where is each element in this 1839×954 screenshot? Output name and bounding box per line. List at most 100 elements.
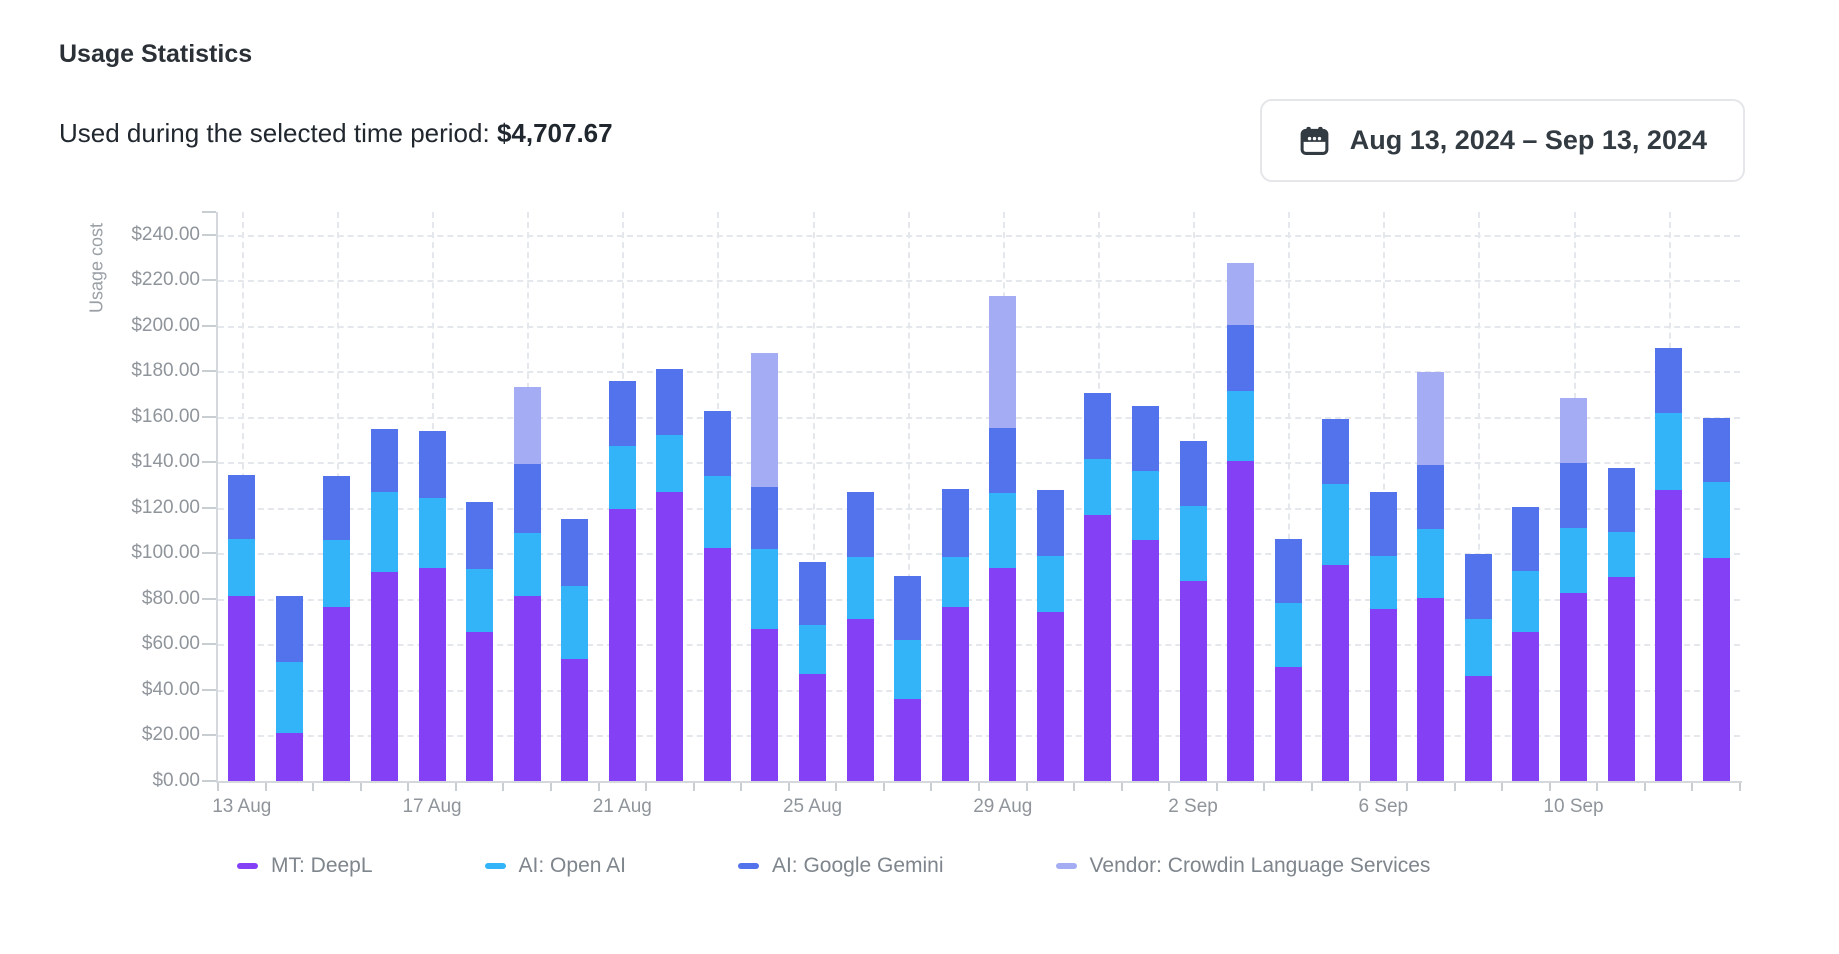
bar-segment[interactable]	[941, 607, 969, 781]
bar-19-aug[interactable]	[513, 386, 541, 781]
bar-segment[interactable]	[1084, 514, 1112, 781]
bar-7-sep[interactable]	[1417, 371, 1445, 781]
bar-segment[interactable]	[323, 540, 351, 607]
legend-item-ai-open-ai[interactable]: AI: Open AI	[484, 854, 626, 878]
bar-segment[interactable]	[1464, 553, 1492, 619]
bar-segment[interactable]	[1131, 405, 1159, 472]
bar-segment[interactable]	[1607, 577, 1635, 781]
bar-segment[interactable]	[418, 567, 446, 781]
bar-13-sep[interactable]	[1702, 417, 1730, 781]
bar-31-aug[interactable]	[1084, 393, 1112, 781]
bar-segment[interactable]	[846, 492, 874, 557]
bar-28-aug[interactable]	[941, 489, 969, 781]
bar-10-sep[interactable]	[1560, 398, 1588, 781]
bar-segment[interactable]	[1227, 262, 1255, 325]
bar-segment[interactable]	[1274, 666, 1302, 781]
bar-segment[interactable]	[561, 518, 589, 586]
bar-segment[interactable]	[894, 639, 922, 700]
bar-segment[interactable]	[275, 596, 303, 662]
bar-segment[interactable]	[1227, 324, 1255, 391]
bar-3-sep[interactable]	[1227, 262, 1255, 781]
bar-segment[interactable]	[1131, 471, 1159, 540]
bar-segment[interactable]	[1227, 461, 1255, 781]
bar-segment[interactable]	[751, 353, 779, 487]
bar-segment[interactable]	[1607, 468, 1635, 533]
bar-segment[interactable]	[275, 732, 303, 781]
bar-segment[interactable]	[1655, 348, 1683, 414]
bar-segment[interactable]	[799, 624, 827, 675]
bar-8-sep[interactable]	[1464, 553, 1492, 781]
bar-segment[interactable]	[1560, 463, 1588, 529]
bar-segment[interactable]	[799, 561, 827, 625]
bar-segment[interactable]	[941, 489, 969, 557]
legend-item-vendor-crowdin-language-services[interactable]: Vendor: Crowdin Language Services	[1055, 854, 1430, 878]
bar-segment[interactable]	[1036, 555, 1064, 612]
bar-segment[interactable]	[703, 411, 731, 476]
bar-segment[interactable]	[1179, 441, 1207, 506]
bar-segment[interactable]	[1417, 529, 1445, 598]
bar-segment[interactable]	[466, 569, 494, 632]
bar-segment[interactable]	[1464, 675, 1492, 781]
bar-segment[interactable]	[513, 464, 541, 534]
bar-segment[interactable]	[1084, 393, 1112, 460]
bar-5-sep[interactable]	[1322, 419, 1350, 781]
bar-segment[interactable]	[894, 699, 922, 781]
bar-segment[interactable]	[1369, 555, 1397, 610]
bar-segment[interactable]	[1036, 489, 1064, 556]
bar-segment[interactable]	[1560, 398, 1588, 464]
bar-25-aug[interactable]	[799, 561, 827, 781]
bar-segment[interactable]	[989, 568, 1017, 781]
bar-segment[interactable]	[1655, 413, 1683, 490]
bar-segment[interactable]	[1179, 505, 1207, 582]
bar-1-sep[interactable]	[1131, 405, 1159, 781]
bar-segment[interactable]	[1464, 618, 1492, 676]
bar-segment[interactable]	[751, 549, 779, 630]
bar-segment[interactable]	[370, 491, 398, 572]
bar-segment[interactable]	[1322, 419, 1350, 485]
bar-segment[interactable]	[608, 381, 636, 446]
bar-13-aug[interactable]	[228, 474, 256, 781]
bar-segment[interactable]	[1560, 593, 1588, 781]
bar-segment[interactable]	[513, 386, 541, 465]
bar-23-aug[interactable]	[703, 411, 731, 781]
bar-segment[interactable]	[1369, 491, 1397, 556]
bar-segment[interactable]	[323, 606, 351, 781]
bar-segment[interactable]	[1655, 489, 1683, 781]
bar-2-sep[interactable]	[1179, 441, 1207, 781]
bar-segment[interactable]	[1274, 602, 1302, 667]
bar-segment[interactable]	[989, 493, 1017, 569]
bar-segment[interactable]	[513, 533, 541, 596]
bar-segment[interactable]	[370, 571, 398, 781]
bar-segment[interactable]	[1417, 371, 1445, 465]
bar-segment[interactable]	[1131, 539, 1159, 781]
legend-item-mt-deepl[interactable]: MT: DeepL	[237, 854, 373, 878]
bar-segment[interactable]	[846, 619, 874, 781]
bar-6-sep[interactable]	[1369, 491, 1397, 781]
bar-21-aug[interactable]	[608, 381, 636, 781]
bar-24-aug[interactable]	[751, 353, 779, 781]
bar-segment[interactable]	[1036, 611, 1064, 781]
bar-4-sep[interactable]	[1274, 539, 1302, 781]
bar-segment[interactable]	[323, 475, 351, 541]
bar-segment[interactable]	[1702, 481, 1730, 559]
bar-27-aug[interactable]	[894, 575, 922, 781]
bar-segment[interactable]	[418, 497, 446, 568]
date-range-button[interactable]: Aug 13, 2024 – Sep 13, 2024	[1259, 99, 1745, 182]
bar-segment[interactable]	[894, 575, 922, 640]
bar-26-aug[interactable]	[846, 492, 874, 781]
bar-segment[interactable]	[656, 491, 684, 781]
bar-segment[interactable]	[1512, 506, 1540, 571]
bar-segment[interactable]	[466, 502, 494, 570]
bar-9-sep[interactable]	[1512, 506, 1540, 781]
bar-segment[interactable]	[989, 295, 1017, 429]
bar-segment[interactable]	[1227, 390, 1255, 462]
bar-12-sep[interactable]	[1655, 348, 1683, 781]
bar-segment[interactable]	[228, 595, 256, 781]
bar-20-aug[interactable]	[561, 518, 589, 781]
bar-segment[interactable]	[1179, 581, 1207, 781]
bar-segment[interactable]	[1274, 539, 1302, 603]
bar-segment[interactable]	[1322, 564, 1350, 781]
bar-segment[interactable]	[941, 556, 969, 608]
bar-segment[interactable]	[656, 434, 684, 492]
bar-segment[interactable]	[608, 509, 636, 781]
